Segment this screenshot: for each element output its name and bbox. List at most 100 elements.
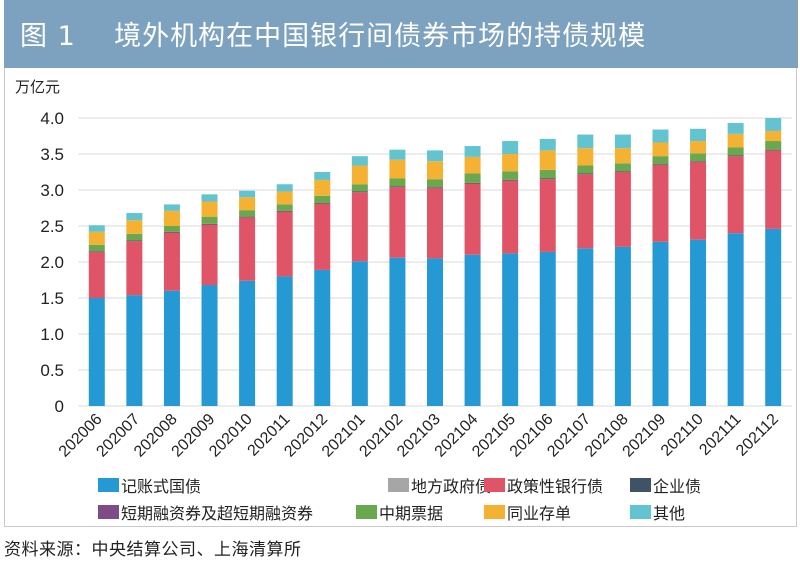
x-axis-ticks: 2020062020072020082020092020102020112020… [56,411,782,461]
bar-segment [88,225,105,232]
legend-item: 中期票据 [356,500,443,524]
bar-segment [201,216,218,224]
bar-segment [727,155,744,157]
bar-segment [502,179,519,181]
bar-segment [314,172,331,180]
bar-segment [464,182,481,184]
legend-label: 短期融资券及超短期融资券 [121,504,314,523]
bar-segment [614,148,631,164]
bar-segment [239,280,256,406]
figure-title: 图 1 境外机构在中国银行间债券市场的持债规模 [20,21,647,52]
legend-swatch [388,478,409,492]
bar-segment [351,261,368,406]
x-tick-label: 202110 [658,411,707,460]
bar-segment [577,174,594,249]
bar-segment [652,164,669,242]
bar-segment [765,149,782,151]
bar-segment [464,156,481,174]
bar-segment [614,134,631,149]
bar-segment [502,171,519,180]
bar-segment [163,204,180,211]
bar-segment [614,246,631,406]
bar-segment [88,298,105,406]
bar-segment [239,210,256,217]
bar-segment [577,248,594,406]
bar-segment [502,141,519,154]
bar-segment [539,138,556,151]
y-tick-label: 0.5 [40,361,64,380]
bar-segment [163,232,180,291]
bar-segment [239,216,256,218]
bar-segment [727,156,744,234]
bar-segment [427,179,443,188]
bar-segment [276,184,293,192]
bar-segment [126,240,143,242]
bar-segment [690,141,707,154]
bar-segment [389,149,406,160]
bar-segment [88,251,105,252]
bar-segment [276,210,293,212]
bar-segment [502,253,519,406]
y-tick-label: 2.0 [40,253,64,272]
bar-segment [126,233,143,241]
bar-segment [539,169,556,179]
bar-segment [502,154,519,172]
legend-label: 政策性银行债 [507,477,604,496]
y-tick-label: 4.0 [40,109,64,128]
legend-item: 其他 [630,500,685,524]
bar-segment [614,163,631,172]
bar-segment [539,178,556,180]
bar-segment [239,217,256,281]
bar-segment [276,204,293,211]
bar-segment [577,148,594,166]
bar-segment [427,187,443,188]
bar-segment [464,254,481,406]
bar-segment [163,210,180,226]
legend-label: 记账式国债 [121,477,202,496]
y-tick-label: 3.0 [40,181,64,200]
bar-segment [727,123,744,134]
bar-segment [690,153,707,162]
bar-segment [88,244,105,252]
legend-swatch [484,478,505,492]
bar-segment [201,285,218,406]
bar-segment [652,142,669,157]
bar-segment [239,197,256,211]
bar-segment [276,276,293,406]
bar-segment [126,220,143,234]
bar-segment [690,128,707,142]
y-tick-label: 1.0 [40,325,64,344]
y-tick-label: 0 [55,397,64,416]
bar-segment [727,133,744,148]
bar-segment [389,257,406,406]
bar-segment [351,184,368,192]
bar-segment [163,290,180,406]
bar-segment [163,231,180,233]
figure-title-bar: 图 1 境外机构在中国银行间债券市场的持债规模 [4,0,798,68]
bar-segment [126,213,143,221]
y-axis-unit-label: 万亿元 [15,78,61,96]
x-tick-label: 202112 [733,411,782,460]
legend-label: 中期票据 [379,504,444,523]
bar-segment [201,194,218,202]
bar-series [88,118,782,406]
bar-segment [727,147,744,156]
bar-segment [427,187,443,259]
bar-segment [351,156,368,166]
bar-segment [464,183,481,255]
bar-segment [427,161,443,180]
bar-segment [201,201,218,217]
legend-swatch [484,505,505,519]
bar-segment [539,150,556,170]
legend-item: 政策性银行债 [484,473,603,497]
bar-segment [690,161,707,162]
legend-swatch [98,505,119,519]
bar-segment [652,164,669,165]
bar-segment [765,228,782,406]
legend-label: 地方政府债 [411,477,492,496]
bar-segment [314,203,331,270]
y-axis-ticks: 0 0.5 1.0 1.5 2.0 2.5 3.0 3.5 4.0 [40,109,64,416]
bar-segment [765,150,782,229]
legend-label: 其他 [653,504,686,523]
legend-item: 同业存单 [484,500,571,524]
